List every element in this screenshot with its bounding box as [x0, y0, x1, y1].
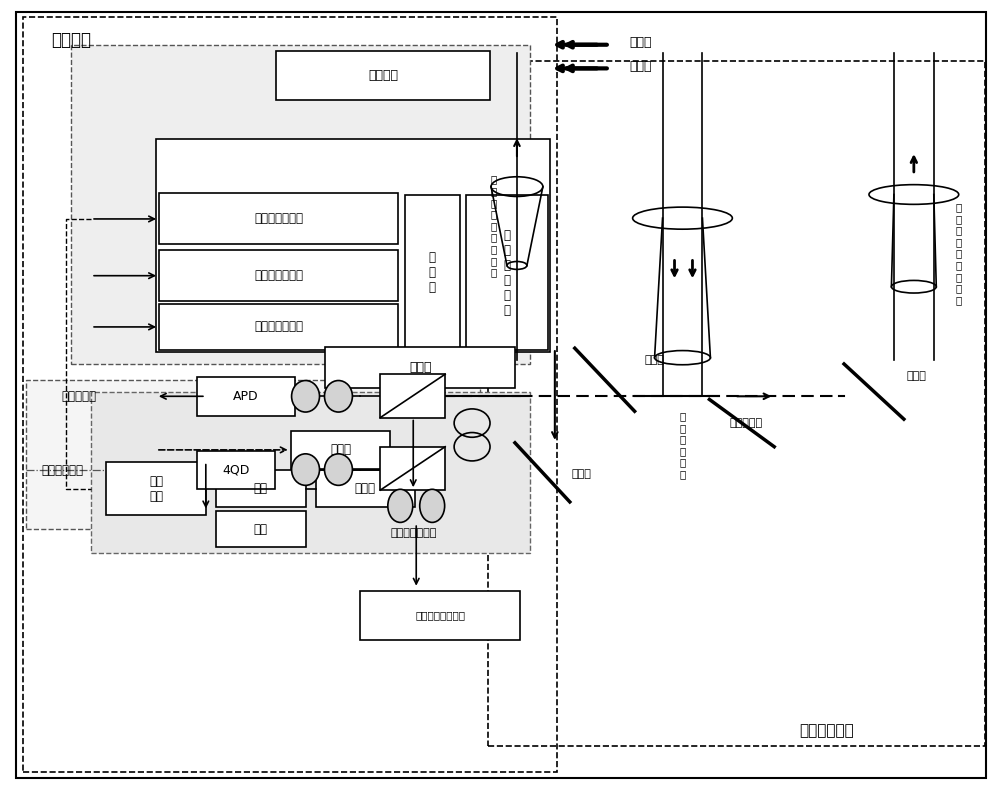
- FancyBboxPatch shape: [156, 139, 550, 352]
- FancyBboxPatch shape: [380, 374, 445, 418]
- FancyBboxPatch shape: [159, 193, 398, 244]
- FancyBboxPatch shape: [276, 51, 490, 100]
- Ellipse shape: [292, 454, 320, 486]
- Text: 电
接
口: 电 接 口: [429, 251, 436, 294]
- Ellipse shape: [388, 490, 413, 522]
- Text: 精跟踪探测器: 精跟踪探测器: [41, 464, 83, 477]
- FancyBboxPatch shape: [26, 380, 480, 529]
- Text: 信
源
光
发
射
光
学
天
线: 信 源 光 发 射 光 学 天 线: [956, 202, 962, 305]
- Text: 窄带干涉滤波器: 窄带干涉滤波器: [390, 528, 437, 539]
- Text: 捕捉跟踪控制板: 捕捉跟踪控制板: [254, 213, 303, 225]
- Text: 反射镜: 反射镜: [907, 371, 927, 380]
- FancyBboxPatch shape: [405, 195, 460, 350]
- Text: 分光镜: 分光镜: [572, 469, 592, 479]
- Text: 快速倾斜镜: 快速倾斜镜: [729, 418, 762, 428]
- Text: 数据
解调: 数据 解调: [149, 475, 163, 502]
- FancyBboxPatch shape: [380, 447, 445, 490]
- Text: 信标光: 信标光: [355, 482, 376, 495]
- Text: 信标光: 信标光: [630, 59, 652, 73]
- Ellipse shape: [324, 454, 352, 486]
- FancyBboxPatch shape: [159, 250, 398, 301]
- Text: 终
端
主
控
制
器: 终 端 主 控 制 器: [503, 229, 510, 316]
- Text: 信
标
光
发
射
光
学
天
线: 信 标 光 发 射 光 学 天 线: [491, 175, 497, 278]
- FancyBboxPatch shape: [216, 470, 306, 508]
- Text: 热控制: 热控制: [409, 361, 431, 373]
- Text: 信号光: 信号光: [330, 444, 351, 456]
- FancyBboxPatch shape: [325, 346, 515, 388]
- FancyBboxPatch shape: [316, 470, 415, 508]
- FancyBboxPatch shape: [466, 195, 548, 350]
- Text: 调制: 调制: [254, 482, 268, 495]
- Text: 分光镜: 分光镜: [645, 355, 664, 365]
- FancyBboxPatch shape: [159, 304, 398, 350]
- Text: 舱外光学平台: 舱外光学平台: [799, 724, 854, 738]
- FancyBboxPatch shape: [291, 431, 390, 469]
- Ellipse shape: [324, 380, 352, 412]
- Text: 放大: 放大: [254, 523, 268, 536]
- Text: 舱内模块: 舱内模块: [51, 31, 91, 48]
- FancyBboxPatch shape: [197, 377, 295, 416]
- Text: 粗对准捕获探测器: 粗对准捕获探测器: [415, 611, 465, 620]
- Text: 接
收
光
学
天
线: 接 收 光 学 天 线: [679, 411, 686, 479]
- Text: 通信探测器: 通信探测器: [61, 390, 96, 403]
- FancyBboxPatch shape: [91, 392, 530, 553]
- Text: APD: APD: [233, 390, 259, 403]
- FancyBboxPatch shape: [16, 12, 986, 778]
- Text: 电源管理: 电源管理: [368, 69, 398, 82]
- FancyBboxPatch shape: [106, 462, 206, 515]
- Text: 4QD: 4QD: [222, 463, 249, 476]
- Text: 光源数据管理板: 光源数据管理板: [254, 320, 303, 334]
- Text: 通信数据处理板: 通信数据处理板: [254, 269, 303, 282]
- FancyBboxPatch shape: [197, 451, 275, 489]
- Text: 信源光: 信源光: [630, 36, 652, 49]
- Ellipse shape: [420, 490, 445, 522]
- FancyBboxPatch shape: [216, 511, 306, 547]
- FancyBboxPatch shape: [71, 45, 530, 364]
- Ellipse shape: [292, 380, 320, 412]
- FancyBboxPatch shape: [360, 591, 520, 640]
